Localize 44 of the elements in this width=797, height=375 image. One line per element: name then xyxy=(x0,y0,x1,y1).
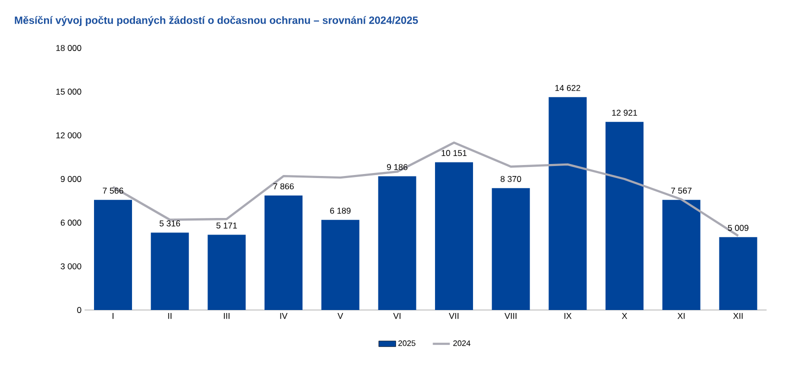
data-label: 5 171 xyxy=(216,222,237,229)
bar xyxy=(208,234,246,310)
bar xyxy=(264,196,303,310)
x-tick-label: X xyxy=(622,313,628,319)
y-tick-label: 6 000 xyxy=(60,220,82,226)
x-tick-label: IV xyxy=(280,313,288,319)
y-tick-label: 9 000 xyxy=(60,176,82,182)
y-tick-label: 15 000 xyxy=(56,88,82,95)
y-tick-label: 3 000 xyxy=(60,263,82,270)
bar xyxy=(94,200,132,310)
data-label: 7 567 xyxy=(671,188,692,194)
data-label: 7 566 xyxy=(102,188,124,194)
bar xyxy=(321,220,360,310)
bar xyxy=(719,237,758,310)
x-tick-label: VI xyxy=(393,313,400,319)
data-label: 14 622 xyxy=(555,84,580,91)
bar xyxy=(435,162,474,310)
x-tick-label: III xyxy=(224,313,230,319)
x-tick-label: XII xyxy=(733,313,743,319)
x-tick-label: I xyxy=(112,313,114,319)
data-label: 10 151 xyxy=(442,150,467,156)
data-label: 6 189 xyxy=(330,208,351,214)
x-tick-label: V xyxy=(338,313,344,319)
bar xyxy=(150,232,189,310)
data-label: 9 186 xyxy=(386,164,408,170)
x-tick-label: IX xyxy=(564,313,572,319)
bar xyxy=(606,122,644,310)
bar xyxy=(662,200,700,310)
data-label: 7 866 xyxy=(273,183,294,190)
y-tick-label: 0 xyxy=(77,307,82,313)
data-label: 5 316 xyxy=(160,220,180,226)
bar xyxy=(548,97,587,310)
x-tick-label: II xyxy=(168,313,172,319)
y-tick-label: 18 000 xyxy=(56,45,82,51)
data-label: 8 370 xyxy=(500,176,522,182)
bar xyxy=(378,176,416,310)
data-label: 12 921 xyxy=(612,110,638,116)
x-tick-label: XI xyxy=(678,313,685,319)
x-tick-label: VIII xyxy=(504,313,516,319)
bar xyxy=(492,188,530,310)
x-tick-label: VII xyxy=(448,313,458,319)
data-label: 5 009 xyxy=(728,224,748,231)
y-tick-label: 12 000 xyxy=(56,132,82,138)
chart-title: Měsíční vývoj počtu podaných žádostí o dočasnou ochranu – srovnání 2024/2025 xyxy=(14,16,418,26)
